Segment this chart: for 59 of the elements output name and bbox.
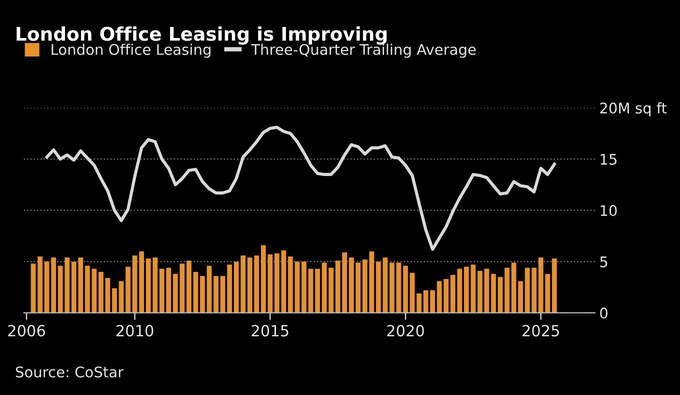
bar	[396, 262, 402, 313]
bar	[206, 266, 212, 313]
bar	[302, 262, 306, 313]
bar	[390, 262, 394, 313]
y-tick-label: 5	[600, 256, 608, 268]
bar	[423, 290, 428, 313]
bar	[105, 278, 110, 313]
bar	[308, 268, 314, 313]
legend-label: Three-Quarter Trailing Average	[251, 44, 476, 58]
bar	[491, 274, 496, 313]
bar	[288, 256, 293, 313]
chart-title: London Office Leasing is Improving	[16, 26, 387, 45]
source-note: Source: CoStar	[16, 366, 124, 378]
bar	[430, 290, 436, 313]
bar	[126, 266, 130, 313]
bar	[328, 268, 334, 313]
x-tick-label: 2006	[8, 324, 45, 336]
legend-label: London Office Leasing	[52, 44, 210, 58]
bar	[294, 262, 300, 313]
x-tick-label: 2010	[116, 324, 154, 336]
bar	[376, 262, 381, 313]
bar	[227, 264, 232, 313]
bar	[220, 276, 226, 313]
bar	[30, 264, 36, 313]
bar	[403, 266, 408, 313]
bar	[234, 262, 239, 313]
bar	[518, 281, 523, 313]
x-tick-label: 2015	[252, 324, 288, 336]
bar	[186, 260, 192, 313]
bar	[193, 272, 198, 313]
y-tick-label: 0	[600, 308, 608, 319]
bar	[416, 293, 422, 313]
bar	[38, 256, 42, 313]
bar	[118, 281, 124, 313]
bar	[112, 288, 117, 313]
bar	[484, 268, 490, 313]
bar	[315, 268, 320, 313]
y-tick-label: 10	[600, 205, 617, 216]
bar	[504, 268, 510, 313]
bar	[382, 257, 388, 313]
bar	[51, 257, 56, 313]
bar	[498, 276, 503, 313]
y-tick-label: 20M sq ft	[600, 102, 667, 116]
bar	[44, 262, 50, 313]
line-series	[45, 126, 556, 251]
bar	[322, 262, 327, 313]
bar	[552, 258, 557, 313]
y-tick-label: 15	[600, 154, 616, 165]
bar	[200, 276, 205, 313]
bar	[214, 276, 218, 313]
x-tick-label: 2020	[387, 324, 424, 336]
x-tick-label: 2025	[522, 324, 559, 336]
bar	[410, 272, 415, 313]
bar	[240, 255, 246, 313]
bar	[511, 262, 516, 313]
bar	[132, 255, 138, 313]
bar	[139, 251, 144, 313]
bar	[98, 272, 104, 313]
bar	[478, 270, 482, 313]
